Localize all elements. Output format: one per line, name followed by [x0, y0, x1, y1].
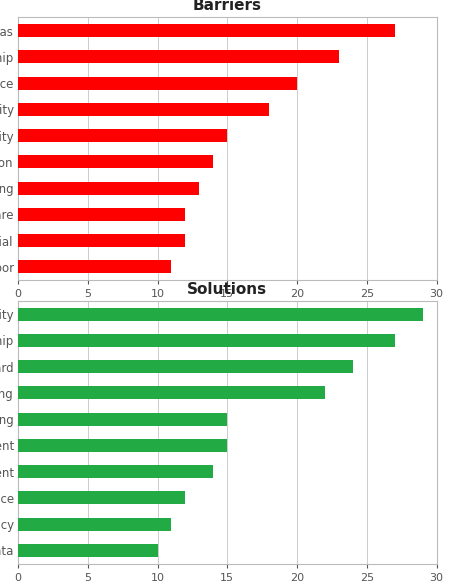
- X-axis label: Number of Responses: Number of Responses: [150, 304, 304, 318]
- Bar: [18, 492, 185, 504]
- Bar: [18, 518, 171, 531]
- Bar: [18, 413, 227, 426]
- Bar: [18, 234, 185, 247]
- Bar: [18, 24, 395, 37]
- Bar: [18, 307, 423, 321]
- Bar: [18, 103, 269, 116]
- Title: Solutions: Solutions: [187, 282, 267, 297]
- Bar: [18, 360, 353, 373]
- Bar: [18, 155, 213, 168]
- Bar: [18, 439, 227, 452]
- Bar: [18, 544, 158, 557]
- Bar: [18, 77, 297, 89]
- Bar: [18, 260, 171, 274]
- Bar: [18, 334, 395, 347]
- Bar: [18, 208, 185, 221]
- Title: Barriers: Barriers: [193, 0, 262, 13]
- Bar: [18, 465, 213, 478]
- Bar: [18, 386, 325, 400]
- Bar: [18, 50, 339, 63]
- Bar: [18, 129, 227, 142]
- Bar: [18, 181, 199, 195]
